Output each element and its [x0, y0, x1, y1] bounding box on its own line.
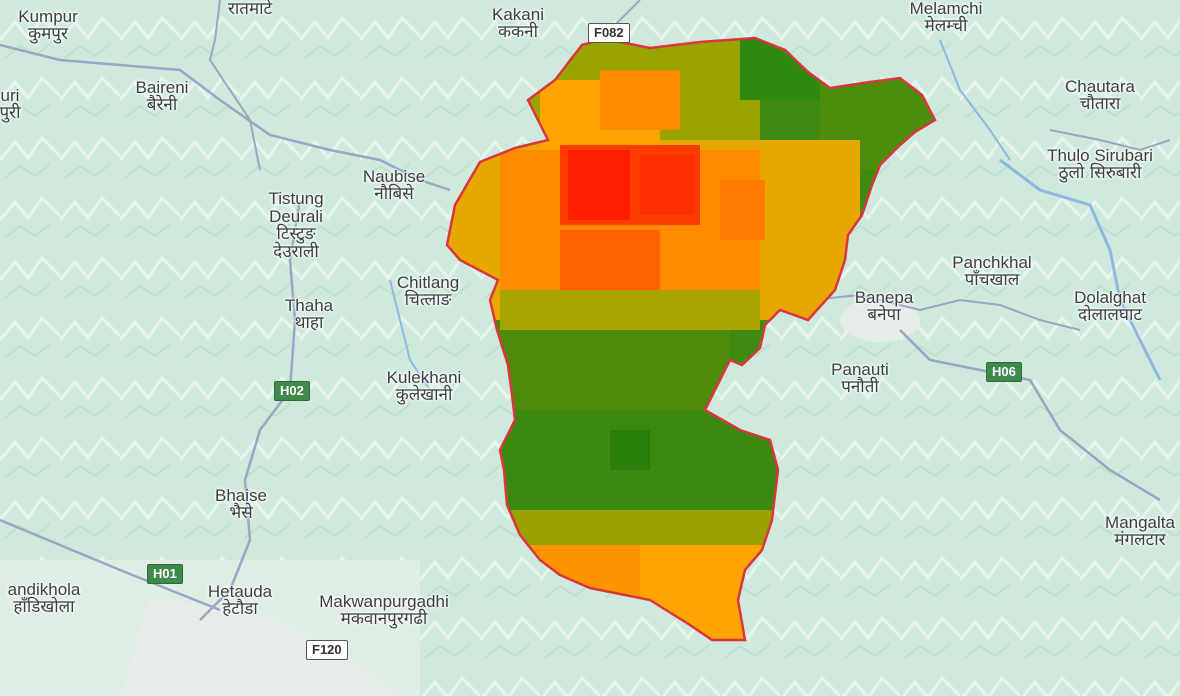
river [389, 279, 431, 391]
road-shield-h02[interactable]: H02 [274, 381, 310, 401]
place-bhandikhola[interactable]: andikhola हाँडिखोला [8, 581, 81, 617]
place-name-np: पुरी [0, 102, 21, 123]
place-baireni[interactable]: Baireni बैरेनी [136, 79, 189, 115]
overlay-cell [600, 70, 680, 130]
place-name-np: कुमपुर [28, 23, 68, 44]
place-name-np: मंगलटार [1114, 529, 1166, 550]
place-bhaise[interactable]: Bhaise भैसे [215, 487, 267, 523]
place-hetauda[interactable]: Hetauda हेटौडा [208, 583, 272, 619]
place-name-en: Panauti [831, 360, 889, 379]
place-name-np: रातमाटे [227, 0, 273, 19]
place-name-np: दोलालघाट [1078, 304, 1142, 325]
road [0, 518, 221, 612]
place-name-en: Thaha [284, 296, 334, 315]
place-makwanpurgadhi[interactable]: Makwanpurgadhi मकवानपुरगढी [319, 593, 448, 629]
overlay-cell [568, 150, 630, 220]
place-name-en: Banepa [854, 288, 914, 307]
place-ratmate[interactable]: रातमाटे [227, 0, 273, 19]
place-name-en: Kakani [492, 5, 544, 24]
place-thaha[interactable]: Thaha थाहा [285, 297, 333, 333]
place-name-en: Baireni [135, 78, 189, 97]
road [199, 199, 302, 621]
place-name-en: Kumpur [18, 7, 78, 26]
place-tistung-deurali[interactable]: Tistung Deurali टिस्टुङ देउराली [268, 190, 323, 261]
place-name-np: थाहा [294, 312, 324, 333]
place-name-en: uri [0, 86, 20, 105]
place-thulo-sirubari[interactable]: Thulo Sirubari ठुलो सिरुबारी [1047, 147, 1153, 183]
overlay-cell [610, 430, 650, 470]
overlay-cell [500, 290, 760, 330]
overlay-cell [500, 330, 730, 410]
place-name-np: ककनी [498, 21, 538, 42]
place-name-en: Dolalghat [1074, 288, 1146, 307]
road [1049, 129, 1171, 152]
place-kakani[interactable]: Kakani ककनी [492, 6, 544, 42]
place-name-np: बनेपा [867, 304, 901, 325]
place-kulekhani[interactable]: Kulekhani कुलेखानी [387, 369, 462, 405]
place-name-np: पनौती [841, 376, 879, 397]
road-shield-f082[interactable]: F082 [588, 23, 630, 43]
place-name-en: Naubise [362, 167, 426, 186]
place-kumpur[interactable]: Kumpur कुमपुर [18, 8, 78, 44]
place-name-np: बैरेनी [146, 94, 178, 115]
river [939, 39, 1011, 161]
place-melamchi[interactable]: Melamchi मेलम्ची [910, 0, 983, 36]
road-shield-h01[interactable]: H01 [147, 564, 183, 584]
place-name-en: Tistung Deurali [268, 189, 324, 226]
road [0, 43, 451, 192]
place-name-np: ठुलो सिरुबारी [1058, 162, 1142, 183]
place-name-en: Makwanpurgadhi [319, 592, 449, 611]
place-name-np: मेलम्ची [924, 15, 968, 36]
place-name-np: चौतारा [1079, 93, 1121, 114]
place-chitlang[interactable]: Chitlang चित्लाङ [397, 274, 459, 310]
road [208, 0, 261, 171]
road-shield-f120[interactable]: F120 [306, 640, 348, 660]
overlay-cell [640, 155, 695, 215]
place-name-np: कुलेखानी [395, 384, 453, 405]
place-name-en: Thulo Sirubari [1047, 146, 1153, 165]
place-name-en: Melamchi [909, 0, 983, 18]
place-name-np: हेटौडा [222, 598, 258, 619]
overlay-cell [500, 510, 780, 550]
place-name-np: चित्लाङ [404, 289, 452, 310]
place-name-en: Chautara [1065, 77, 1135, 96]
place-left-edge[interactable]: uri पुरी [0, 87, 21, 123]
hetauda-urban-area [120, 600, 400, 696]
overlay-cell [560, 230, 660, 300]
road-shield-h06[interactable]: H06 [986, 362, 1022, 382]
place-name-en: Panchkhal [952, 253, 1032, 272]
place-panchkhal[interactable]: Panchkhal पाँचखाल [952, 254, 1031, 290]
road [899, 329, 1161, 502]
place-naubise[interactable]: Naubise नौबिसे [363, 168, 425, 204]
place-name-en: Hetauda [207, 582, 273, 601]
place-dolalghat[interactable]: Dolalghat दोलालघाट [1074, 289, 1146, 325]
place-name-np: मकवानपुरगढी [340, 608, 428, 629]
place-name-np: भैसे [229, 502, 253, 523]
place-banepa[interactable]: Banepa बनेपा [855, 289, 914, 325]
place-name-en: Bhaise [215, 486, 267, 505]
place-name-np: पाँचखाल [964, 269, 1020, 290]
overlay-cell [720, 180, 765, 240]
place-name-np: टिस्टुङ देउराली [273, 223, 319, 262]
place-name-en: Mangalta [1105, 513, 1175, 532]
river [999, 158, 1162, 381]
place-name-en: andikhola [7, 580, 81, 599]
place-panauti[interactable]: Panauti पनौती [831, 361, 889, 397]
place-name-np: नौबिसे [374, 183, 414, 204]
place-mangaltar[interactable]: Mangalta मंगलटार [1105, 514, 1175, 550]
road [809, 293, 1081, 331]
place-name-en: Kulekhani [386, 368, 462, 387]
place-name-np: हाँडिखोला [13, 596, 75, 617]
place-name-en: Chitlang [396, 273, 460, 292]
place-chautara[interactable]: Chautara चौतारा [1065, 78, 1135, 114]
